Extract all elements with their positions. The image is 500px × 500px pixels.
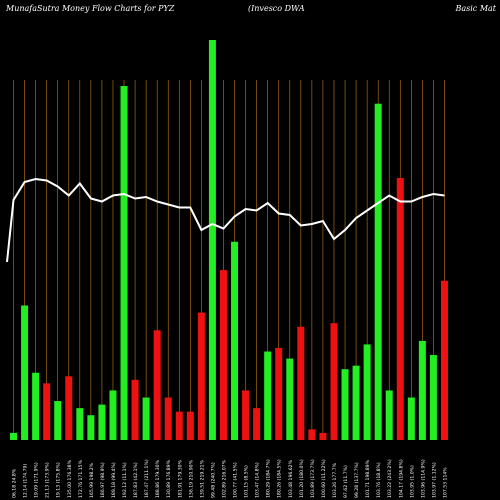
bar [440,280,448,440]
bar [308,429,316,440]
bar [231,241,239,440]
bar [385,390,393,440]
bar [109,390,117,440]
bar [197,312,205,440]
x-tick-label: 103.76 (18.8%) [376,462,382,498]
x-tick-label: 101.20 (180.0%) [299,459,305,498]
x-tick-label: 107.53 114% [442,467,448,498]
x-tick-label: 103.96 (114.9%) [420,459,426,498]
bar [175,411,183,440]
bar [219,270,227,440]
x-tick-label: 103.47 (14.8%) [255,462,261,498]
bar [374,103,382,441]
x-tick-label: 192.12 (11.1%) [122,462,128,498]
x-tick-label: 97.62 (11.7%) [343,465,349,498]
bar [275,347,283,440]
x-tick-label: 130.89 176.89% [166,459,172,498]
x-tick-label: 187.47 (211.1%) [144,459,150,498]
x-tick-label: 19.13 (175.8%) [56,462,62,498]
bar [65,376,73,440]
bar [153,330,161,440]
x-tick-label: 181.91 179.30% [177,459,183,498]
bar [186,411,194,440]
x-tick-label: 06.18 24.8% [12,468,18,498]
x-tick-label: 172.76 171.15% [78,459,84,498]
bar [352,365,360,440]
bar [164,397,172,440]
bar [407,397,415,440]
x-tick-label: 100.60 (11.22%) [321,459,327,498]
x-tick-label: 103.95 (1.0%) [409,465,415,498]
x-tick-label: 99.28 (137.7%) [354,462,360,498]
bar [242,390,250,440]
bar [43,383,51,440]
bar [120,86,128,440]
x-tick-label: 136.19 210.90% [188,459,194,498]
chart-subtitle: (Invesco DWA [248,4,305,13]
x-tick-label: 103.89 (173.7%) [310,459,316,498]
bar [330,323,338,440]
x-tick-label: 180.29 (184.7%) [266,459,272,498]
bar [131,379,139,440]
x-tick-label: 165.99 198.2% [89,462,95,498]
bar [142,397,150,440]
x-tick-label: 99.48 (240.7%) [210,462,216,498]
bar [341,369,349,440]
chart-title: MunafaSutra Money Flow Charts for PYZ [6,4,175,13]
bar [87,415,95,440]
bar [319,432,327,440]
x-tick-label: 12.14 (174.79) [23,464,29,498]
bar [76,408,84,440]
x-tick-label: 180.26 (184.5%) [277,459,283,498]
bar [253,408,261,440]
bar [264,351,272,440]
bar [54,401,62,440]
bar-series [10,40,448,441]
x-tick-label: 189.18 (99.4%) [111,462,117,498]
x-tick-label: 188.86 179.30% [155,459,161,498]
price-line [6,177,445,263]
x-tick-label: 100.77 (41.5%) [233,462,239,498]
x-tick-labels: 06.18 24.8% 12.14 (174.79) 19.09 (171.9%) 2… [12,459,449,498]
bar [208,40,216,440]
bar [286,358,294,440]
bar [32,372,40,440]
x-tick-label: 187.83 (42.1%) [133,462,139,498]
x-tick-label: 103.97 (1.12%) [431,462,437,498]
bar [396,178,404,440]
chart-subtitle-right: Basic Mat [455,4,496,13]
x-tick-label: 101.71 198.89% [365,459,371,498]
x-tick-label: 139.51 219.21% [199,459,205,498]
x-tick-label: 21.13 (173.9%) [45,462,51,498]
x-tick-label: 19.09 (171.9%) [34,462,40,498]
x-tick-label: 104.17 (194.8%) [398,459,404,498]
x-tick-label: 135.00 176.38% [67,459,73,498]
bar [297,326,305,440]
x-tick-label: 101.15 (8.5%) [244,465,250,498]
bar [418,340,426,440]
x-tick-label: 103.26 177.7% [332,462,338,498]
x-tick-label: 103.22 (243.2%) [387,459,393,498]
x-tick-label: 103.48 196.62% [288,459,294,498]
bar [98,404,106,440]
x-tick-label: 186.97 (98.9%) [100,462,106,498]
bar [429,355,437,440]
bar [21,305,29,440]
bar [363,344,371,440]
x-tick-label: 102.89 216.07% [221,459,227,498]
bar [10,432,18,440]
